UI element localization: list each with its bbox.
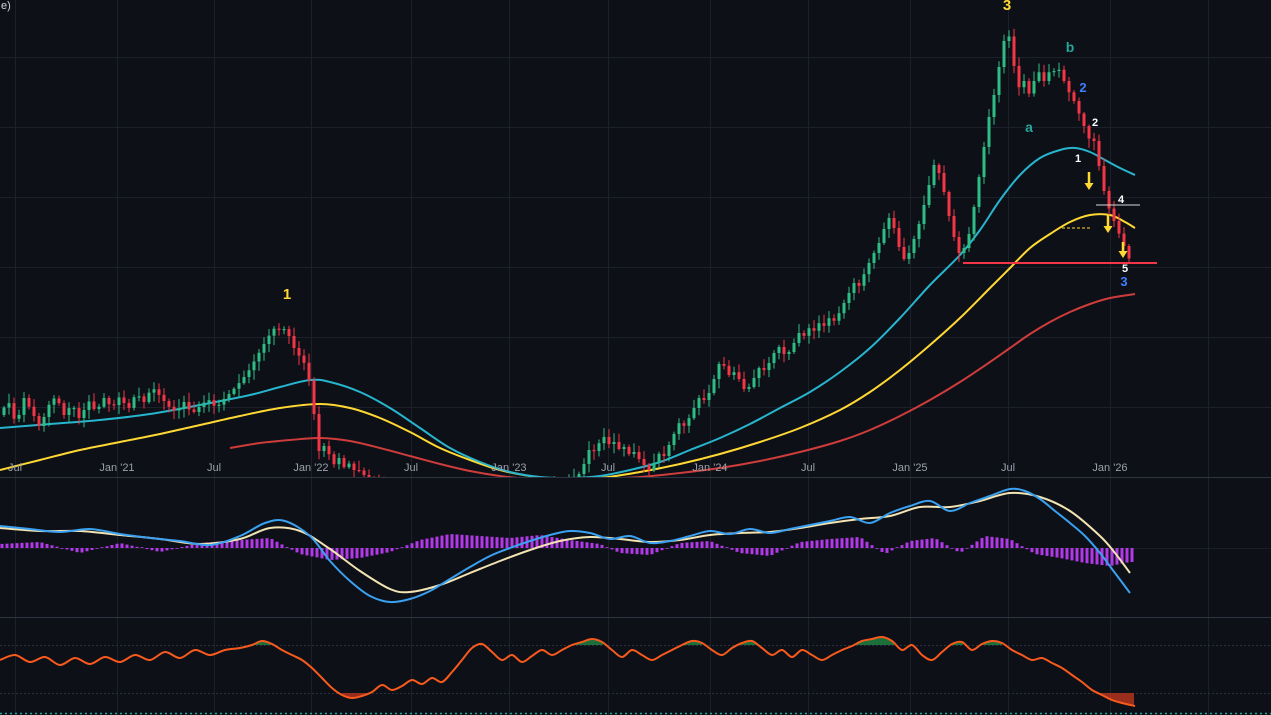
x-tick-label[interactable]: Jan '22 [293, 462, 328, 474]
wave-label[interactable]: 1 [1075, 153, 1081, 165]
x-tick-label[interactable]: Jan '21 [99, 462, 134, 474]
osc-overbought-fill [855, 637, 894, 645]
x-tick-label[interactable]: Jan '23 [491, 462, 526, 474]
wave-label[interactable]: 3 [1003, 0, 1011, 14]
wave-label[interactable]: b [1066, 39, 1075, 55]
oscillator-line [0, 635, 1136, 707]
macd-histogram [0, 534, 1134, 566]
oscillator-panel[interactable] [0, 635, 1271, 715]
legend-fragment: e) [1, 0, 11, 12]
wave-label[interactable]: 2 [1079, 80, 1086, 95]
wave-label[interactable]: 1 [283, 286, 291, 303]
x-tick-label[interactable]: Jul [801, 462, 815, 474]
x-tick-label[interactable]: Jan '25 [892, 462, 927, 474]
osc-overbought-fill [573, 639, 603, 645]
ma-slow-line [229, 293, 1136, 477]
x-tick-label[interactable]: Jul [601, 462, 615, 474]
x-tick-label[interactable]: Jan '26 [1092, 462, 1127, 474]
down-arrow-marker[interactable] [1084, 172, 1094, 190]
down-arrow-marker[interactable] [1118, 242, 1128, 258]
candles [2, 28, 1131, 477]
x-tick-label[interactable]: Jul [8, 462, 22, 474]
wave-label[interactable]: 4 [1118, 194, 1125, 206]
x-tick-label[interactable]: Jul [404, 462, 418, 474]
wave-label[interactable]: a [1025, 119, 1033, 135]
ma-mid-line [0, 213, 1136, 477]
macd-line [0, 487, 1131, 604]
wave-label[interactable]: 2 [1092, 117, 1098, 129]
osc-oversold-fill [1101, 693, 1134, 706]
ma-fast-line [0, 146, 1136, 477]
x-tick-label[interactable]: Jul [1001, 462, 1015, 474]
x-tick-label[interactable]: Jul [207, 462, 221, 474]
down-arrow-marker[interactable] [1103, 215, 1113, 233]
wave-label[interactable]: 3 [1120, 274, 1127, 289]
macd-panel[interactable] [0, 487, 1134, 604]
time-axis: Jul Jan '21 Jul Jan '22 Jul Jan '23 Jul Jan '24… [8, 462, 1128, 474]
osc-overbought-fill [951, 642, 963, 645]
x-tick-label[interactable]: Jan '24 [692, 462, 727, 474]
wave-label[interactable]: 5 [1122, 263, 1128, 275]
osc-overbought-fill [741, 641, 756, 645]
